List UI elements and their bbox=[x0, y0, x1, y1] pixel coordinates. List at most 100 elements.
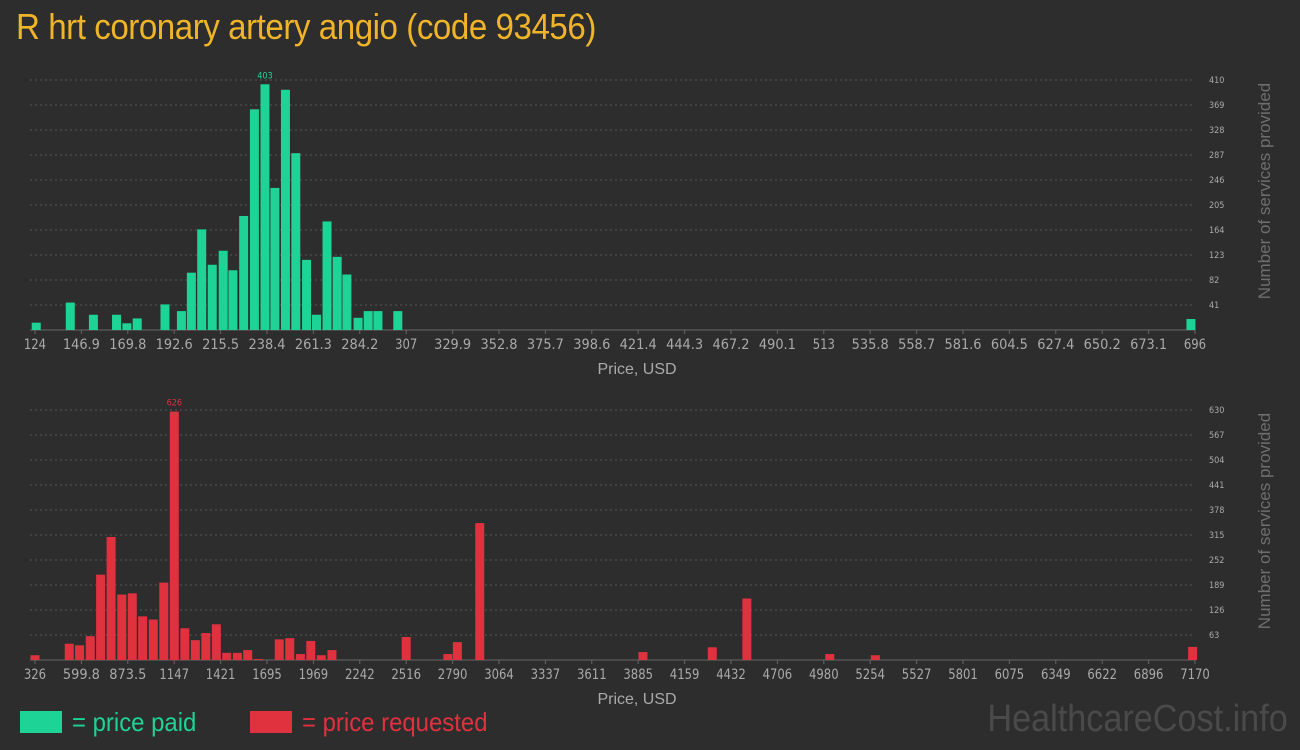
x-tick-label: 696 bbox=[1184, 337, 1206, 353]
x-tick-label: 535.8 bbox=[852, 337, 889, 353]
bar bbox=[302, 259, 312, 330]
x-tick-label: 261.3 bbox=[295, 337, 332, 353]
y-tick-label: 123 bbox=[1209, 251, 1224, 261]
bar bbox=[327, 650, 337, 660]
bar bbox=[274, 639, 284, 660]
bar bbox=[127, 593, 137, 660]
bar bbox=[243, 650, 253, 660]
bar bbox=[249, 109, 259, 330]
bar bbox=[332, 256, 342, 330]
peak-value-label: 403 bbox=[257, 71, 272, 81]
y-tick-label: 328 bbox=[1209, 126, 1224, 136]
bar bbox=[373, 311, 383, 330]
x-axis-title: Price, USD bbox=[597, 361, 676, 378]
x-tick-label: 1421 bbox=[206, 667, 236, 683]
y-tick-label: 252 bbox=[1209, 556, 1224, 566]
x-tick-label: 284.2 bbox=[341, 337, 378, 353]
y-tick-label: 378 bbox=[1209, 506, 1224, 516]
y-tick-label: 630 bbox=[1209, 406, 1224, 416]
y-tick-label: 567 bbox=[1209, 431, 1224, 441]
x-tick-label: 4432 bbox=[716, 667, 746, 683]
x-tick-label: 192.6 bbox=[156, 337, 193, 353]
x-tick-label: 6622 bbox=[1087, 667, 1117, 683]
x-tick-label: 6075 bbox=[995, 667, 1025, 683]
bar bbox=[88, 314, 98, 330]
bar bbox=[64, 643, 74, 660]
y-tick-label: 205 bbox=[1209, 201, 1224, 211]
x-tick-label: 124 bbox=[24, 337, 46, 353]
y-tick-label: 504 bbox=[1209, 456, 1224, 466]
bar bbox=[401, 636, 411, 660]
x-tick-label: 421.4 bbox=[620, 337, 657, 353]
x-tick-label: 238.4 bbox=[249, 337, 286, 353]
y-tick-label: 164 bbox=[1209, 226, 1224, 236]
bar bbox=[180, 628, 190, 660]
y-axis-title: Number of services provided bbox=[1255, 413, 1274, 629]
y-tick-label: 82 bbox=[1209, 276, 1219, 286]
x-tick-label: 398.6 bbox=[573, 337, 610, 353]
bar bbox=[638, 652, 648, 660]
y-tick-label: 287 bbox=[1209, 151, 1224, 161]
bar bbox=[85, 636, 95, 660]
bar bbox=[306, 640, 316, 660]
bar bbox=[218, 250, 228, 330]
x-tick-label: 6349 bbox=[1041, 667, 1071, 683]
bar bbox=[870, 655, 880, 660]
x-tick-label: 352.8 bbox=[481, 337, 518, 353]
x-tick-label: 5254 bbox=[855, 667, 885, 683]
y-tick-label: 63 bbox=[1209, 631, 1219, 641]
bar bbox=[1186, 319, 1196, 330]
bar bbox=[201, 633, 211, 660]
x-tick-label: 3611 bbox=[577, 667, 607, 683]
y-tick-label: 410 bbox=[1209, 76, 1224, 86]
bar bbox=[707, 647, 717, 660]
bar bbox=[742, 598, 752, 660]
legend-paid-swatch bbox=[20, 711, 62, 733]
bar bbox=[452, 642, 462, 660]
bar bbox=[65, 302, 75, 330]
bar bbox=[106, 536, 116, 660]
bar bbox=[316, 655, 326, 660]
y-tick-label: 41 bbox=[1209, 301, 1219, 311]
legend-paid: = price paid bbox=[20, 704, 207, 740]
y-tick-label: 369 bbox=[1209, 101, 1224, 111]
bar bbox=[1188, 646, 1198, 660]
bar bbox=[443, 654, 453, 660]
x-tick-label: 2516 bbox=[391, 667, 421, 683]
bar bbox=[169, 411, 179, 660]
x-tick-label: 467.2 bbox=[713, 337, 750, 353]
x-tick-label: 2790 bbox=[438, 667, 468, 683]
bar bbox=[197, 229, 207, 330]
bar bbox=[117, 594, 127, 660]
bar bbox=[322, 221, 332, 330]
bar bbox=[31, 322, 41, 330]
bar bbox=[132, 318, 142, 330]
bar bbox=[148, 619, 158, 660]
x-tick-label: 581.6 bbox=[945, 337, 982, 353]
x-tick-label: 326 bbox=[24, 667, 46, 683]
bar bbox=[342, 274, 352, 330]
x-tick-label: 4980 bbox=[809, 667, 839, 683]
bar bbox=[190, 640, 200, 660]
x-tick-label: 599.8 bbox=[63, 667, 100, 683]
y-tick-label: 315 bbox=[1209, 531, 1224, 541]
watermark: HealthcareCost.info bbox=[987, 698, 1288, 740]
bar bbox=[159, 582, 169, 660]
y-tick-label: 189 bbox=[1209, 581, 1224, 591]
bar bbox=[176, 311, 186, 330]
legend-requested-label: = price requested bbox=[302, 706, 488, 737]
legend-requested: = price requested bbox=[250, 704, 504, 740]
y-axis-title: Number of services provided bbox=[1255, 83, 1274, 299]
legend-paid-label: = price paid bbox=[72, 706, 197, 737]
y-tick-label: 441 bbox=[1209, 481, 1224, 491]
x-tick-label: 2242 bbox=[345, 667, 375, 683]
bar bbox=[228, 270, 238, 330]
bar bbox=[353, 317, 363, 330]
peak-value-label: 626 bbox=[167, 399, 182, 409]
bar bbox=[222, 652, 232, 660]
bar bbox=[122, 323, 132, 330]
x-tick-label: 169.8 bbox=[109, 337, 146, 353]
bar bbox=[285, 638, 295, 660]
x-tick-label: 673.1 bbox=[1130, 337, 1167, 353]
bar bbox=[138, 616, 148, 660]
